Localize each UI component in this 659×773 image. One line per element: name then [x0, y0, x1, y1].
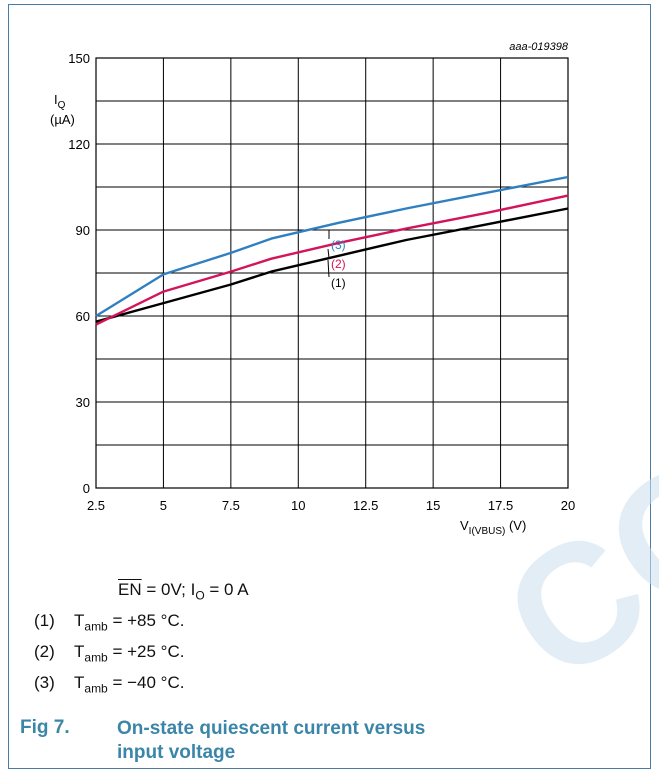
- legend-t: T: [74, 673, 85, 692]
- test-conditions: EN = 0V; IO = 0 A: [118, 580, 249, 602]
- y-tick-label: 60: [76, 309, 90, 324]
- y-axis-unit: (µA): [50, 112, 75, 127]
- legend-value: = −40 °C.: [107, 673, 185, 692]
- en-label: EN: [118, 580, 142, 599]
- series-label: (3): [331, 238, 346, 252]
- x-tick-label: 20: [561, 498, 575, 513]
- x-axis-label: VI(VBUS) (V): [460, 518, 526, 537]
- series-line-1: [95, 207, 569, 323]
- x-tick-label: 10: [291, 498, 305, 513]
- legend-item-3: (3) Tamb = −40 °C.: [34, 673, 184, 695]
- legend-value: = +85 °C.: [107, 611, 185, 630]
- x-tick-label: 5: [160, 498, 167, 513]
- plot-area-border: [95, 57, 569, 489]
- series-label: (1): [331, 276, 346, 290]
- io-value: = 0 A: [204, 580, 249, 599]
- legend-num: (2): [34, 642, 55, 661]
- legend-sub: amb: [84, 650, 108, 665]
- x-tick-label: 17.5: [488, 498, 513, 513]
- series-line-3: [95, 175, 569, 318]
- series-leader-line: [327, 248, 330, 259]
- legend-item-1: (1) Tamb = +85 °C.: [34, 611, 184, 633]
- y-tick-label: 0: [83, 481, 90, 496]
- legend-sub: amb: [84, 619, 108, 634]
- x-tick-label: 2.5: [87, 498, 105, 513]
- quiescent-current-chart: 2.5 5 7.5 10 12.5 15 17.5 20 0 30 60 90 120 150 IQ(µA)…: [50, 41, 575, 537]
- y-tick-label: 30: [76, 395, 90, 410]
- legend-t: T: [74, 611, 85, 630]
- legend-value: = +25 °C.: [107, 642, 185, 661]
- y-tick-label: 120: [68, 137, 90, 152]
- y-axis-label: IQ: [54, 92, 66, 111]
- x-tick-label: 7.5: [222, 498, 240, 513]
- figure-title: On-state quiescent current versus input …: [117, 718, 426, 763]
- legend-t: T: [74, 642, 85, 661]
- series-leader-line: [327, 259, 330, 278]
- figure-frame: [8, 4, 651, 769]
- legend-num: (1): [34, 611, 55, 630]
- figure-id: aaa-019398: [509, 41, 569, 53]
- legend-item-2: (2) Tamb = +25 °C.: [34, 642, 184, 664]
- io-sub: O: [195, 588, 205, 603]
- series-label: (2): [331, 257, 346, 271]
- figure-label: Fig 7.: [20, 717, 70, 738]
- series-line-2: [95, 194, 569, 326]
- en-value: = 0V; I: [141, 580, 196, 599]
- y-tick-label: 150: [68, 51, 90, 66]
- legend-num: (3): [34, 673, 55, 692]
- x-tick-label: 15: [426, 498, 440, 513]
- legend-sub: amb: [84, 681, 108, 696]
- y-tick-label: 90: [76, 223, 90, 238]
- x-tick-label: 12.5: [353, 498, 378, 513]
